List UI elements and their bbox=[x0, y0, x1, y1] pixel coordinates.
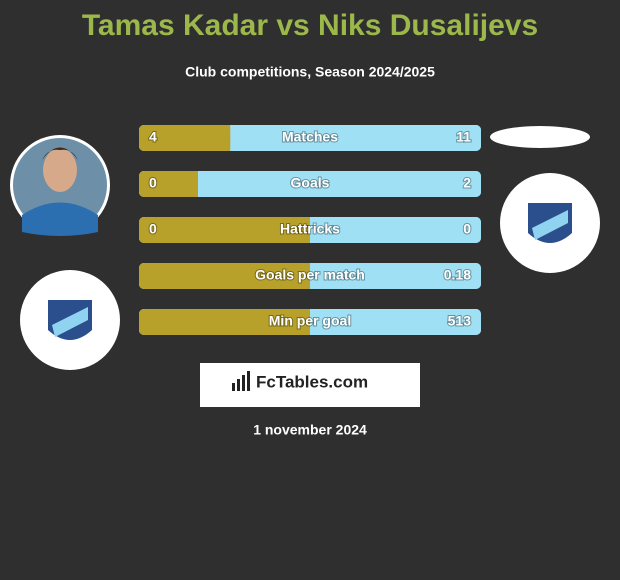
bar-left-edge bbox=[304, 217, 310, 243]
right-value: 513 bbox=[448, 313, 472, 329]
left-value: 4 bbox=[149, 129, 157, 145]
bar-right bbox=[139, 171, 481, 197]
title: Tamas Kadar vs Niks Dusalijevs bbox=[82, 9, 538, 42]
bar-left-edge bbox=[224, 125, 231, 151]
right-value: 2 bbox=[463, 175, 471, 191]
row-label: Matches bbox=[282, 129, 338, 145]
left-value: 0 bbox=[149, 175, 157, 191]
subtitle: Club competitions, Season 2024/2025 bbox=[185, 64, 435, 80]
svg-text:MTK: MTK bbox=[61, 292, 79, 301]
bar-left bbox=[139, 309, 310, 335]
svg-text:MTK: MTK bbox=[541, 195, 559, 204]
row-label: Goals bbox=[291, 175, 330, 191]
right-value: 0.18 bbox=[444, 267, 471, 283]
row-label: Goals per match bbox=[255, 267, 365, 283]
brand-icon bbox=[232, 371, 250, 391]
right-value: 11 bbox=[456, 129, 471, 145]
left-value: 0 bbox=[149, 221, 157, 237]
club-badge-left: MTK bbox=[20, 270, 120, 370]
date: 1 november 2024 bbox=[253, 422, 367, 438]
player-photo bbox=[10, 135, 110, 236]
bar-left bbox=[139, 171, 198, 197]
row-label: Min per goal bbox=[269, 313, 351, 329]
bar-left bbox=[139, 263, 310, 289]
row-label: Hattricks bbox=[280, 221, 340, 237]
bar-left-edge bbox=[304, 309, 310, 335]
right-value: 0 bbox=[463, 221, 471, 237]
bar-left-edge bbox=[304, 263, 310, 289]
bar-left bbox=[139, 217, 310, 243]
bar-left-edge bbox=[192, 171, 198, 197]
brand-box bbox=[200, 363, 420, 407]
placeholder-ellipse bbox=[490, 126, 590, 148]
bar-left bbox=[139, 125, 231, 151]
brand: FcTables.com bbox=[256, 372, 368, 391]
club-badge-right: MTK bbox=[500, 173, 600, 273]
